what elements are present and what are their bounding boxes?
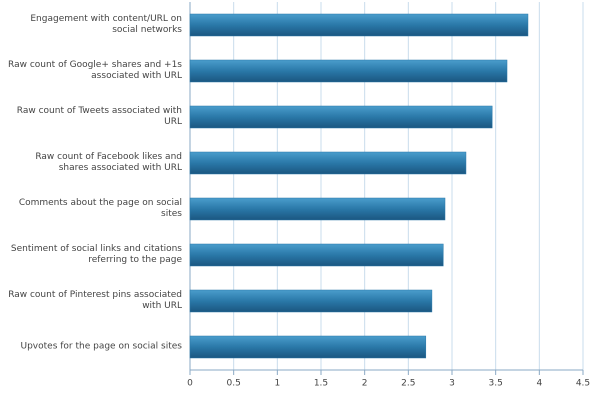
bar xyxy=(189,59,508,83)
y-tick-label: Raw count of Pinterest pins associated w… xyxy=(8,290,182,311)
bar xyxy=(189,13,529,37)
y-tick-label: Sentiment of social links and citations … xyxy=(10,244,182,265)
y-tick-label: Upvotes for the page on social sites xyxy=(20,341,183,352)
x-tick-label: 3 xyxy=(449,379,455,389)
y-tick-label: Raw count of Facebook likes and shares a… xyxy=(35,152,182,173)
x-tick-label: 4.5 xyxy=(576,379,590,389)
x-tick-label: 4 xyxy=(536,379,542,389)
y-tick-label: Raw count of Tweets associated with URL xyxy=(16,106,182,127)
bar xyxy=(189,335,427,359)
bar xyxy=(189,243,444,267)
bar xyxy=(189,289,433,313)
x-tick-label: 1.5 xyxy=(314,379,328,389)
x-tick-label: 2.5 xyxy=(401,379,415,389)
y-tick-label: Raw count of Google+ shares and +1s asso… xyxy=(8,60,182,81)
x-tick-label: 0 xyxy=(187,379,193,389)
bar xyxy=(189,197,446,221)
x-tick-label: 2 xyxy=(362,379,368,389)
bar xyxy=(189,151,467,175)
x-tick-label: 3.5 xyxy=(489,379,503,389)
bar xyxy=(189,105,493,129)
x-tick-label: 1 xyxy=(274,379,280,389)
y-tick-label: Comments about the page on social sites xyxy=(18,198,182,219)
y-tick-label: Engagement with content/URL on social ne… xyxy=(30,14,182,35)
x-tick-label: 0.5 xyxy=(227,379,241,389)
